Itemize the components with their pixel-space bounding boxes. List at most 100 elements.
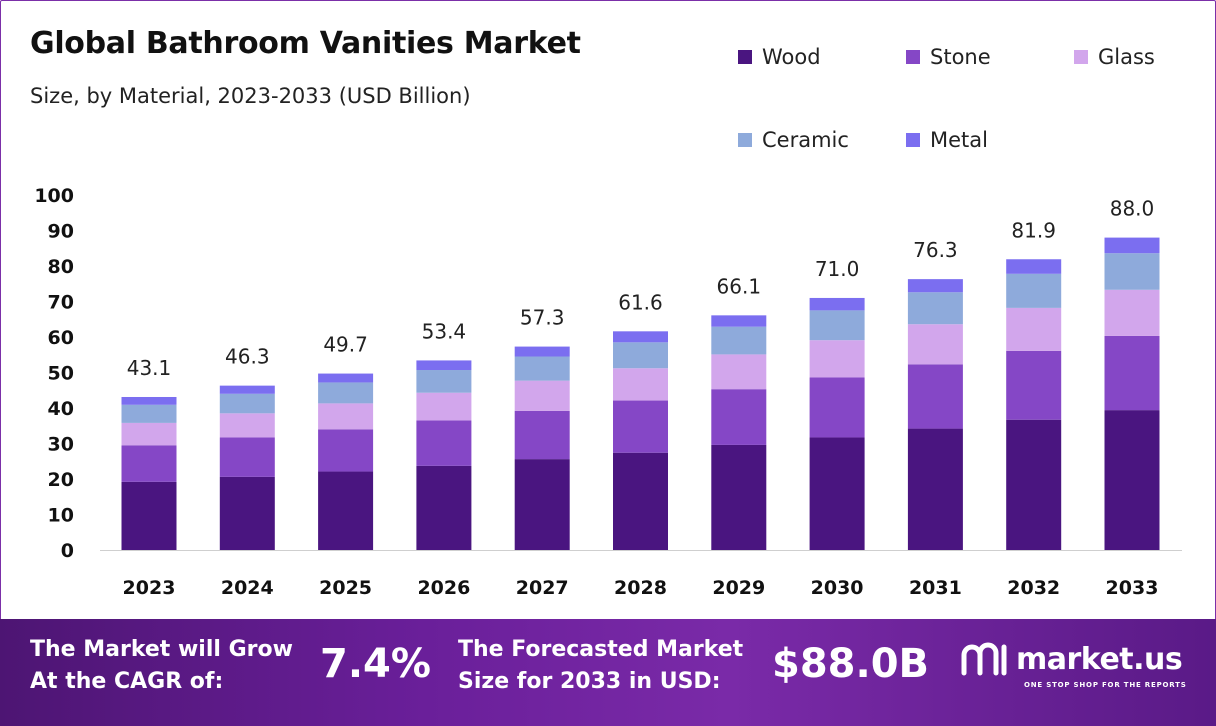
x-tick-label: 2023	[123, 577, 176, 599]
legend-label-wood: Wood	[762, 45, 821, 69]
bar-segment-ceramic-2031	[907, 292, 963, 325]
x-tick-label: 2027	[516, 577, 569, 599]
bar-total-label: 71.0	[815, 257, 860, 281]
cagr-caption-line2: At the CAGR of:	[30, 669, 224, 694]
bar-segment-ceramic-2033	[1104, 253, 1160, 290]
bar-segment-stone-2023	[121, 445, 177, 482]
bar-segment-glass-2025	[318, 403, 374, 430]
bar-segment-glass-2029	[711, 354, 767, 390]
bar-segment-wood-2029	[711, 444, 767, 550]
bar-total-label: 46.3	[225, 345, 270, 369]
bar-segment-stone-2032	[1006, 350, 1062, 420]
stacked-bar-chart: 010203040506070809010043.1202346.3202449…	[34, 185, 1182, 599]
bar-segment-metal-2027	[514, 346, 570, 357]
bar-segment-stone-2024	[219, 437, 275, 477]
bar-segment-ceramic-2027	[514, 356, 570, 381]
bar-segment-ceramic-2026	[416, 370, 472, 393]
bar-segment-glass-2032	[1006, 307, 1062, 351]
bar-segment-wood-2025	[318, 471, 374, 550]
y-tick-label: 40	[48, 398, 74, 420]
brand-tagline: ONE STOP SHOP FOR THE REPORTS	[1024, 681, 1187, 689]
legend-swatch-ceramic	[738, 133, 752, 147]
bar-segment-wood-2026	[416, 465, 472, 550]
bar-segment-metal-2029	[711, 315, 767, 327]
chart-subtitle: Size, by Material, 2023-2033 (USD Billio…	[30, 84, 471, 108]
bar-segment-metal-2023	[121, 396, 177, 405]
x-tick-label: 2026	[417, 577, 470, 599]
cagr-value: 7.4%	[320, 641, 431, 687]
bar-segment-ceramic-2028	[613, 342, 668, 369]
brand-name: market.us	[1016, 641, 1183, 677]
legend-item-glass: Glass	[1074, 45, 1155, 69]
bar-segment-wood-2027	[514, 459, 570, 550]
legend-swatch-glass	[1074, 50, 1088, 64]
bar-segment-glass-2023	[121, 422, 177, 446]
bar-segment-stone-2030	[809, 377, 865, 438]
legend-swatch-stone	[906, 50, 920, 64]
cagr-caption: The Market will Grow At the CAGR of:	[30, 634, 293, 698]
bar-segment-stone-2027	[514, 410, 570, 460]
y-tick-label: 20	[48, 469, 74, 491]
y-tick-label: 70	[48, 292, 74, 314]
legend-label-stone: Stone	[930, 45, 991, 69]
legend-label-ceramic: Ceramic	[762, 128, 849, 152]
y-tick-label: 0	[61, 540, 74, 562]
market-us-logo-icon	[961, 642, 1007, 676]
bar-segment-metal-2026	[416, 360, 472, 371]
bar-segment-glass-2030	[809, 340, 865, 378]
bar-total-label: 88.0	[1110, 197, 1155, 221]
forecast-caption-line2: Size for 2033 in USD:	[458, 669, 721, 694]
bar-segment-stone-2029	[711, 389, 767, 445]
x-tick-label: 2033	[1106, 577, 1159, 599]
bar-segment-metal-2024	[219, 385, 275, 394]
bar-segment-glass-2024	[219, 413, 275, 438]
bar-segment-stone-2033	[1104, 335, 1160, 411]
bar-segment-metal-2032	[1006, 259, 1062, 274]
x-tick-label: 2032	[1007, 577, 1060, 599]
bar-segment-wood-2023	[121, 481, 177, 550]
bar-segment-stone-2028	[613, 400, 668, 453]
legend-label-glass: Glass	[1098, 45, 1155, 69]
legend-item-ceramic: Ceramic	[738, 128, 849, 152]
x-tick-label: 2028	[614, 577, 667, 599]
y-tick-label: 50	[48, 363, 74, 385]
bar-segment-wood-2024	[219, 476, 275, 550]
x-tick-label: 2024	[221, 577, 274, 599]
bar-segment-wood-2028	[613, 452, 668, 550]
bar-segment-glass-2026	[416, 392, 472, 421]
bar-segment-wood-2031	[907, 428, 963, 550]
y-tick-label: 100	[34, 185, 74, 207]
bar-segment-metal-2031	[907, 279, 963, 293]
bar-segment-wood-2033	[1104, 410, 1160, 550]
forecast-caption: The Forecasted Market Size for 2033 in U…	[458, 634, 743, 698]
bar-segment-ceramic-2029	[711, 326, 767, 355]
bar-segment-glass-2027	[514, 380, 570, 411]
cagr-caption-line1: The Market will Grow	[30, 637, 293, 662]
legend-item-wood: Wood	[738, 45, 821, 69]
bar-segment-ceramic-2023	[121, 404, 177, 423]
bar-total-label: 53.4	[422, 319, 467, 343]
bar-total-label: 43.1	[127, 356, 172, 380]
bar-total-label: 57.3	[520, 306, 565, 330]
bar-segment-stone-2026	[416, 420, 472, 466]
bar-segment-stone-2025	[318, 429, 374, 472]
y-tick-label: 60	[48, 327, 74, 349]
x-tick-label: 2030	[811, 577, 864, 599]
bar-segment-metal-2025	[318, 373, 374, 383]
bar-segment-ceramic-2024	[219, 393, 275, 414]
legend-label-metal: Metal	[930, 128, 988, 152]
bar-segment-wood-2030	[809, 437, 865, 550]
y-tick-label: 10	[48, 505, 74, 527]
bar-segment-metal-2030	[809, 297, 865, 311]
bar-segment-glass-2033	[1104, 289, 1160, 336]
y-tick-label: 90	[48, 221, 74, 243]
x-tick-label: 2025	[319, 577, 372, 599]
legend-item-metal: Metal	[906, 128, 988, 152]
bar-segment-ceramic-2032	[1006, 273, 1062, 308]
x-tick-label: 2031	[909, 577, 962, 599]
bar-total-label: 49.7	[323, 333, 368, 357]
footer-banner: The Market will Grow At the CAGR of: 7.4…	[0, 619, 1216, 726]
brand-logo: market.us ONE STOP SHOP FOR THE REPORTS	[960, 639, 1186, 689]
bar-segment-ceramic-2030	[809, 310, 865, 341]
bar-segment-stone-2031	[907, 364, 963, 429]
